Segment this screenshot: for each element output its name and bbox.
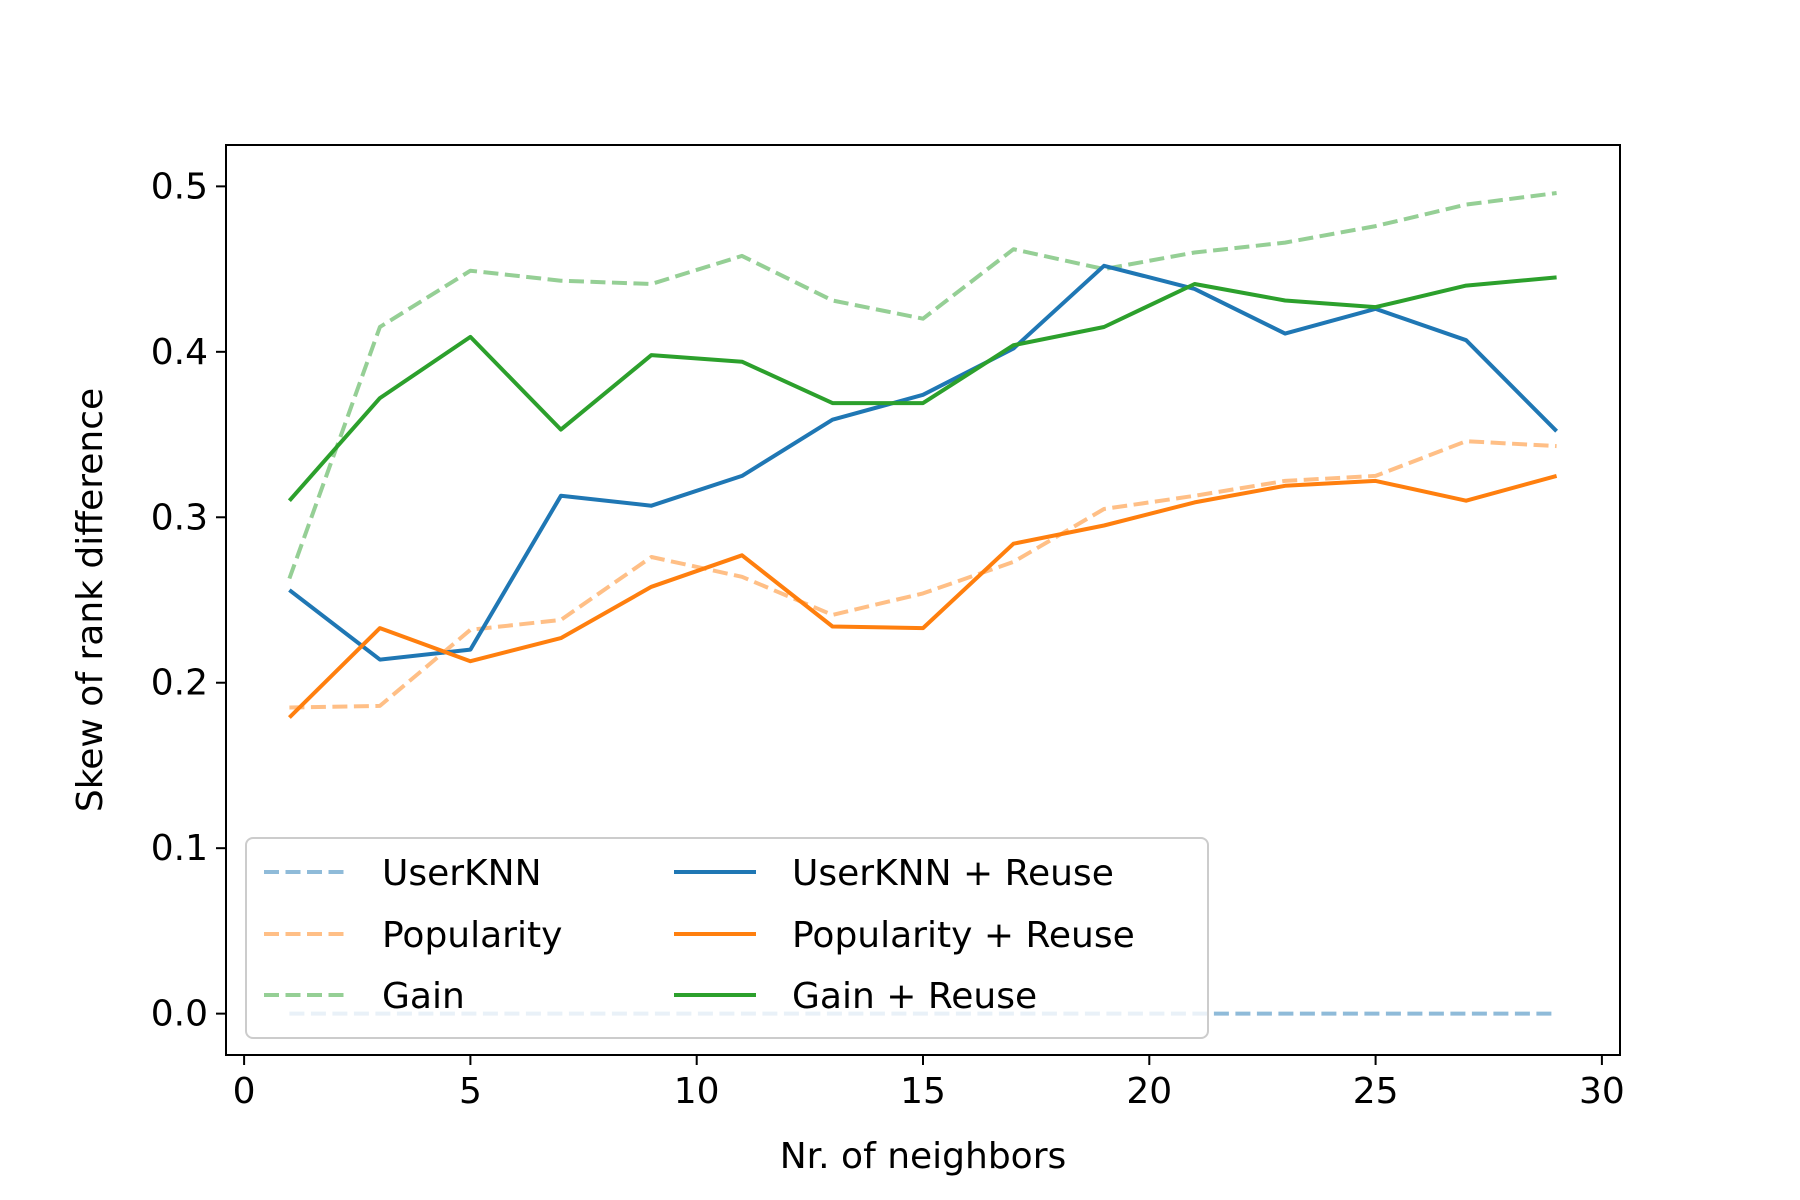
legend-label-gain-reuse: Gain + Reuse (792, 976, 1037, 1017)
y-axis: 0.0 0.1 0.2 0.3 0.4 0.5 (151, 166, 226, 1035)
y-tick-label: 0.5 (151, 166, 208, 207)
legend-label-popularity-reuse: Popularity + Reuse (792, 915, 1135, 956)
x-axis-label: Nr. of neighbors (780, 1136, 1067, 1177)
legend: UserKNN Popularity Gain UserKNN + Reuse Popu… (245, 837, 1209, 1039)
series-line-popularity-reuse (287, 473, 1558, 719)
legend-box (245, 837, 1209, 1039)
y-tick-label: 0.2 (151, 663, 208, 704)
x-tick-label: 20 (1126, 1071, 1172, 1112)
y-tick-label: 0.3 (151, 497, 208, 538)
y-axis-label: Skew of rank difference (70, 388, 111, 812)
y-tick-label: 0.0 (151, 994, 208, 1035)
series-line-gain-reuse (287, 275, 1557, 503)
series-line-userknn-reuse (288, 263, 1559, 662)
x-axis: 0 5 10 15 20 25 30 (233, 1055, 1625, 1112)
x-tick-label: 15 (900, 1071, 946, 1112)
legend-label-userknn-reuse: UserKNN + Reuse (792, 853, 1114, 894)
x-tick-label: 10 (674, 1071, 720, 1112)
legend-label-popularity: Popularity (382, 915, 562, 956)
x-tick-label: 25 (1353, 1071, 1399, 1112)
legend-label-gain: Gain (382, 976, 465, 1017)
series-line-popularity (289, 439, 1557, 710)
x-tick-label: 0 (233, 1071, 256, 1112)
series-line-gain (287, 191, 1557, 580)
x-tick-label: 5 (459, 1071, 482, 1112)
y-tick-label: 0.1 (151, 828, 208, 869)
legend-label-userknn: UserKNN (382, 853, 542, 894)
x-tick-label: 30 (1579, 1071, 1625, 1112)
y-tick-label: 0.4 (151, 332, 208, 373)
